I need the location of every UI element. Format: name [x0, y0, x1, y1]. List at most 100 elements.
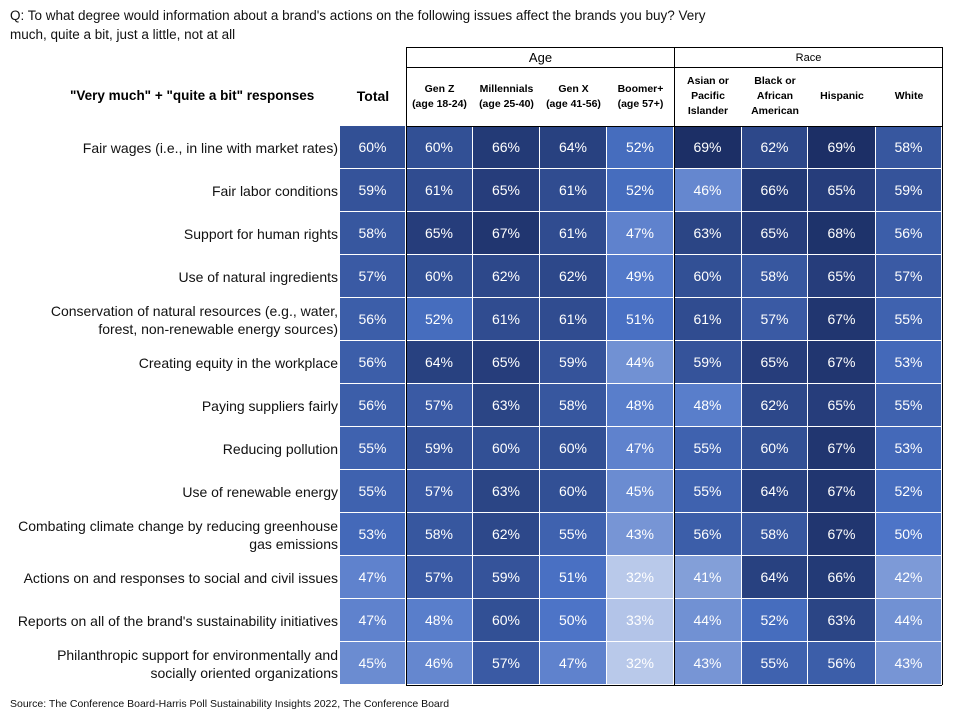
heatmap-cell: 52% [406, 298, 473, 341]
heatmap-cell: 32% [607, 642, 674, 685]
column-header-6: Black or African American [751, 75, 799, 117]
heatmap-cell: 55% [340, 470, 406, 513]
column-header-3: Gen X (age 41-56) [546, 82, 601, 110]
heatmap-cell: 62% [540, 255, 607, 298]
heatmap-cell: 56% [808, 642, 876, 685]
heatmap-cell: 59% [540, 341, 607, 384]
heatmap-cell: 62% [742, 384, 808, 427]
heatmap-cell: 59% [406, 427, 473, 470]
heatmap-cell: 45% [607, 470, 674, 513]
heatmap-cell: 55% [540, 513, 607, 556]
heatmap-cell: 55% [876, 298, 942, 341]
heatmap-cell: 57% [340, 255, 406, 298]
heatmap-cell: 65% [742, 341, 808, 384]
heatmap-cell: 58% [876, 126, 942, 169]
heatmap-cell: 58% [742, 255, 808, 298]
heatmap-cell: 60% [473, 599, 540, 642]
heatmap-cell: 43% [607, 513, 674, 556]
heatmap-cell: 55% [876, 384, 942, 427]
heatmap-cell: 60% [473, 427, 540, 470]
group-header-age: Age [406, 47, 675, 68]
heatmap-cell: 61% [540, 212, 607, 255]
heatmap-cell: 50% [876, 513, 942, 556]
heatmap-cell: 57% [406, 556, 473, 599]
heatmap-cell: 52% [742, 599, 808, 642]
row-label: Use of natural ingredients [178, 268, 338, 285]
heatmap-cell: 43% [674, 642, 742, 685]
group-divider [942, 126, 943, 685]
heatmap-cell: 45% [340, 642, 406, 685]
grid-bottom-rule [406, 685, 942, 686]
row-label: Reports on all of the brand's sustainabi… [17, 612, 338, 629]
heatmap-cell: 56% [674, 513, 742, 556]
row-header-label: "Very much" + "quite a bit" responses [70, 88, 315, 103]
heatmap-cell: 61% [473, 298, 540, 341]
heatmap-cell: 44% [607, 341, 674, 384]
row-label: Use of renewable energy [182, 483, 338, 500]
row-label: Support for human rights [183, 225, 338, 242]
heatmap-cell: 68% [808, 212, 876, 255]
heatmap-cell: 67% [808, 341, 876, 384]
heatmap-cell: 62% [473, 255, 540, 298]
heatmap-cell: 61% [674, 298, 742, 341]
heatmap-cell: 67% [473, 212, 540, 255]
heatmap-cell: 55% [340, 427, 406, 470]
column-header-total: Total [356, 88, 390, 104]
heatmap-cell: 63% [808, 599, 876, 642]
heatmap-cell: 47% [607, 427, 674, 470]
heatmap-cell: 56% [876, 212, 942, 255]
heatmap-cell: 63% [473, 470, 540, 513]
row-label: Conservation of natural resources (e.g.,… [50, 302, 338, 337]
source-note: Source: The Conference Board-Harris Poll… [10, 698, 450, 710]
heatmap-cell: 51% [540, 556, 607, 599]
group-header-rule [674, 67, 942, 68]
heatmap-cell: 57% [742, 298, 808, 341]
heatmap-cell: 61% [540, 169, 607, 212]
row-label: Philanthropic support for environmentall… [57, 646, 338, 681]
group-header-box-race [674, 67, 943, 126]
question-text: Q: To what degree would information abou… [10, 8, 706, 42]
heatmap-cell: 58% [540, 384, 607, 427]
group-header-rule [406, 67, 674, 68]
heatmap-cell: 47% [540, 642, 607, 685]
heatmap-cell: 53% [876, 427, 942, 470]
row-label: Fair wages (i.e., in line with market ra… [82, 139, 338, 156]
heatmap-cell: 48% [607, 384, 674, 427]
heatmap-cell: 64% [406, 341, 473, 384]
heatmap-cell: 56% [340, 384, 406, 427]
heatmap-cell: 67% [808, 298, 876, 341]
row-label: Reducing pollution [222, 440, 338, 457]
column-header-4: Boomer+ (age 57+) [617, 82, 664, 110]
heatmap-cell: 65% [473, 341, 540, 384]
row-label: Combating climate change by reducing gre… [18, 517, 338, 552]
heatmap-cell: 56% [340, 341, 406, 384]
heatmap-cell: 58% [406, 513, 473, 556]
heatmap-cell: 49% [607, 255, 674, 298]
heatmap-cell: 55% [674, 470, 742, 513]
heatmap-cell: 32% [607, 556, 674, 599]
heatmap-cell: 62% [742, 126, 808, 169]
heatmap-cell: 47% [340, 599, 406, 642]
heatmap-cell: 63% [674, 212, 742, 255]
heatmap-cell: 44% [674, 599, 742, 642]
heatmap-cell: 59% [876, 169, 942, 212]
heatmap-cell: 69% [808, 126, 876, 169]
heatmap-cell: 50% [540, 599, 607, 642]
row-label: Creating equity in the workplace [138, 354, 338, 371]
heatmap-cell: 44% [876, 599, 942, 642]
heatmap-cell: 67% [808, 513, 876, 556]
heatmap-cell: 62% [473, 513, 540, 556]
heatmap-cell: 48% [406, 599, 473, 642]
heatmap-cell: 51% [607, 298, 674, 341]
heatmap-cell: 57% [876, 255, 942, 298]
heatmap-cell: 52% [607, 169, 674, 212]
heatmap-cell: 57% [473, 642, 540, 685]
row-label: Actions on and responses to social and c… [23, 569, 338, 586]
heatmap-cell: 67% [808, 427, 876, 470]
heatmap-cell: 57% [406, 384, 473, 427]
heatmap-cell: 60% [406, 255, 473, 298]
column-header-1: Gen Z (age 18-24) [412, 82, 467, 110]
column-header-2: Millennials (age 25-40) [479, 82, 534, 110]
heatmap-cell: 46% [406, 642, 473, 685]
heatmap-cell: 48% [674, 384, 742, 427]
